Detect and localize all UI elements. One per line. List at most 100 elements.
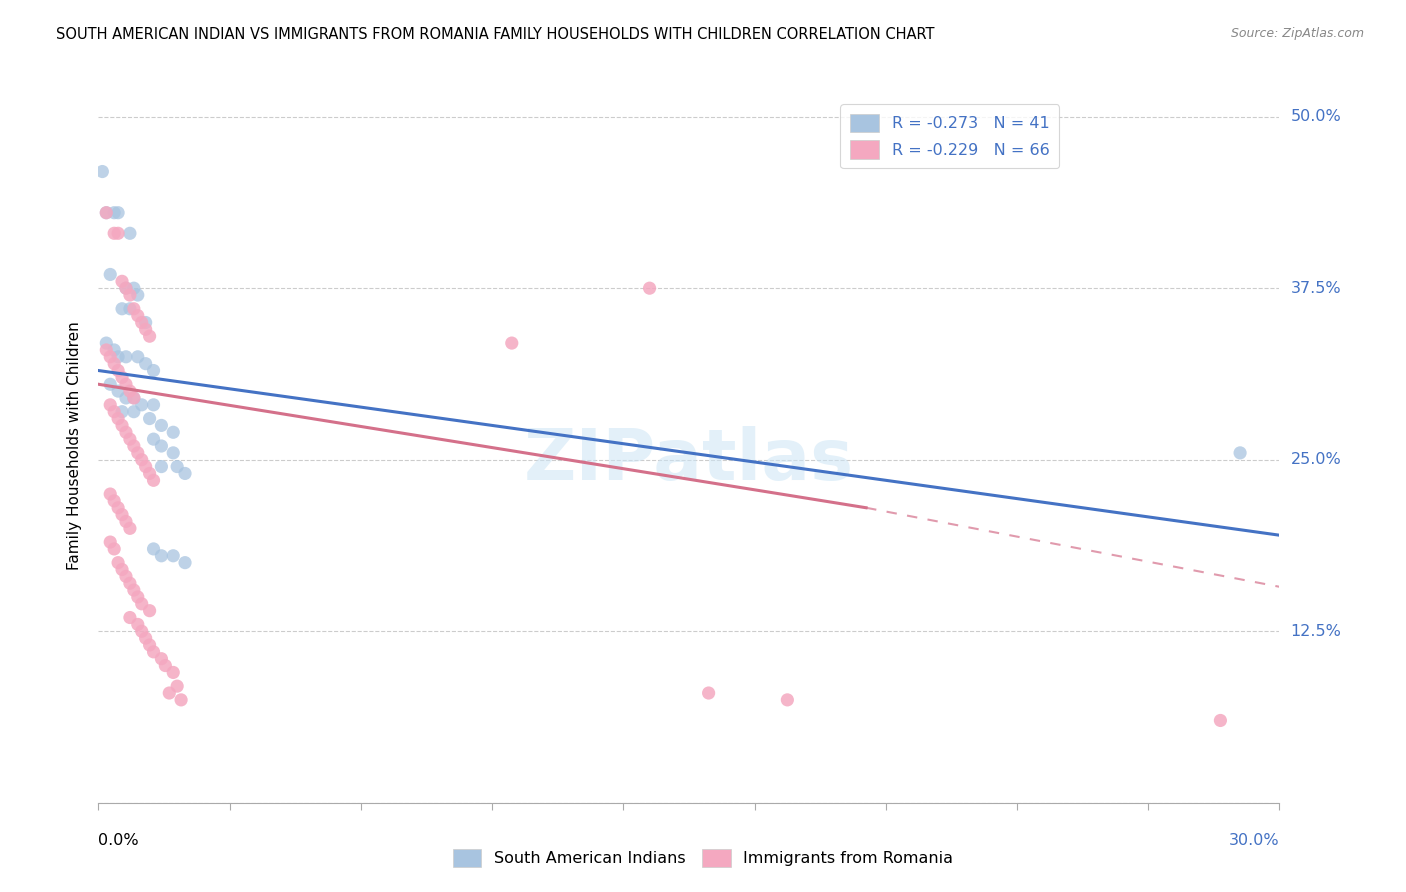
Point	[96, 205, 118, 219]
Text: 37.5%: 37.5%	[1291, 281, 1341, 295]
Point	[501, 336, 523, 351]
Point	[111, 508, 134, 522]
Point	[155, 658, 177, 673]
Point	[103, 227, 125, 241]
Point	[118, 288, 141, 302]
Point	[98, 487, 121, 501]
Point	[138, 411, 160, 425]
Point	[118, 301, 141, 316]
Point	[111, 405, 134, 419]
Point	[103, 494, 125, 508]
Point	[131, 316, 153, 330]
Point	[103, 405, 125, 419]
Point	[98, 535, 121, 549]
Point	[131, 624, 153, 639]
Point	[115, 569, 138, 583]
Point	[122, 439, 145, 453]
Text: 0.0%: 0.0%	[98, 833, 139, 848]
Point	[638, 281, 661, 295]
Point	[127, 309, 149, 323]
Point	[135, 322, 157, 336]
Point	[115, 377, 138, 392]
Point	[107, 350, 129, 364]
Point	[162, 665, 184, 680]
Point	[107, 556, 129, 570]
Point	[118, 227, 141, 241]
Point	[127, 446, 149, 460]
Text: SOUTH AMERICAN INDIAN VS IMMIGRANTS FROM ROMANIA FAMILY HOUSEHOLDS WITH CHILDREN: SOUTH AMERICAN INDIAN VS IMMIGRANTS FROM…	[56, 27, 935, 42]
Point	[142, 398, 165, 412]
Point	[135, 357, 157, 371]
Point	[103, 357, 125, 371]
Text: 25.0%: 25.0%	[1291, 452, 1341, 467]
Point	[118, 432, 141, 446]
Point	[135, 316, 157, 330]
Point	[122, 391, 145, 405]
Point	[162, 425, 184, 440]
Point	[107, 411, 129, 425]
Point	[127, 288, 149, 302]
Point	[162, 446, 184, 460]
Point	[135, 459, 157, 474]
Point	[142, 432, 165, 446]
Point	[157, 686, 180, 700]
Point	[98, 377, 121, 392]
Point	[776, 693, 799, 707]
Point	[138, 329, 160, 343]
Point	[142, 473, 165, 487]
Point	[122, 583, 145, 598]
Point	[697, 686, 720, 700]
Text: 12.5%: 12.5%	[1291, 624, 1341, 639]
Legend: South American Indians, Immigrants from Romania: South American Indians, Immigrants from …	[444, 840, 962, 875]
Point	[103, 541, 125, 556]
Text: ZIPatlas: ZIPatlas	[524, 425, 853, 495]
Point	[166, 459, 188, 474]
Point	[103, 205, 125, 219]
Point	[166, 679, 188, 693]
Point	[107, 384, 129, 398]
Text: 30.0%: 30.0%	[1229, 833, 1279, 848]
Point	[107, 205, 129, 219]
Point	[138, 604, 160, 618]
Point	[127, 350, 149, 364]
Text: Source: ZipAtlas.com: Source: ZipAtlas.com	[1230, 27, 1364, 40]
Point	[122, 391, 145, 405]
Point	[131, 597, 153, 611]
Point	[111, 418, 134, 433]
Point	[111, 562, 134, 576]
Point	[111, 370, 134, 384]
Point	[131, 452, 153, 467]
Point	[96, 205, 118, 219]
Point	[107, 227, 129, 241]
Point	[1209, 714, 1232, 728]
Point	[103, 343, 125, 357]
Point	[142, 645, 165, 659]
Point	[138, 638, 160, 652]
Point	[150, 439, 173, 453]
Point	[138, 467, 160, 481]
Point	[135, 631, 157, 645]
Point	[111, 301, 134, 316]
Point	[174, 467, 197, 481]
Point	[1229, 446, 1251, 460]
Point	[131, 398, 153, 412]
Point	[111, 274, 134, 288]
Point	[96, 336, 118, 351]
Point	[170, 693, 193, 707]
Point	[150, 459, 173, 474]
Point	[127, 590, 149, 604]
Point	[118, 521, 141, 535]
Legend: R = -0.273   N = 41, R = -0.229   N = 66: R = -0.273 N = 41, R = -0.229 N = 66	[841, 104, 1059, 169]
Point	[98, 398, 121, 412]
Point	[107, 500, 129, 515]
Point	[115, 281, 138, 295]
Point	[98, 268, 121, 282]
Point	[162, 549, 184, 563]
Point	[122, 301, 145, 316]
Point	[91, 164, 114, 178]
Point	[115, 281, 138, 295]
Text: 50.0%: 50.0%	[1291, 109, 1341, 124]
Point	[115, 391, 138, 405]
Point	[150, 418, 173, 433]
Point	[122, 281, 145, 295]
